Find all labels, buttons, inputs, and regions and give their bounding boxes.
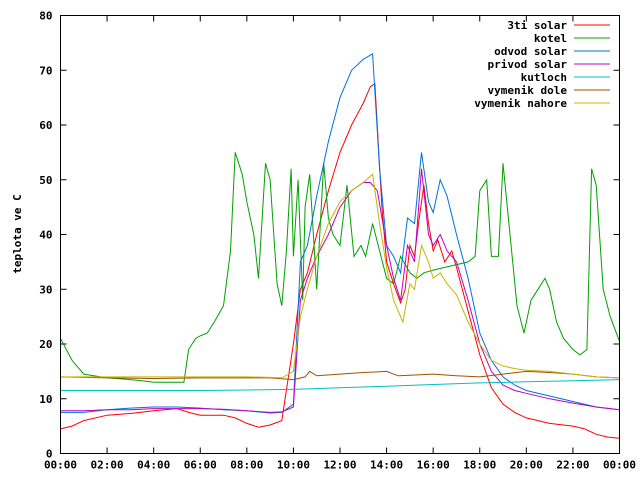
- series-line-privod-solar: [60, 168, 620, 413]
- x-tick-label: 12:00: [323, 459, 356, 472]
- y-tick-label: 60: [39, 119, 52, 132]
- y-tick-label: 20: [39, 338, 52, 351]
- legend-label: vymenik nahore: [474, 97, 567, 110]
- y-axis-ticks: 0 10 20 30 40 50 60 70 80: [39, 10, 620, 461]
- x-tick-label: 16:00: [417, 459, 450, 472]
- y-tick-label: 50: [39, 174, 52, 187]
- series-line-vymenik-dole: [60, 370, 620, 381]
- legend-label: kutloch: [521, 71, 567, 84]
- x-tick-label: 18:00: [463, 459, 496, 472]
- x-tick-label: 00:00: [603, 459, 636, 472]
- y-tick-label: 30: [39, 283, 52, 296]
- x-tick-label: 04:00: [137, 459, 170, 472]
- legend-label: privod solar: [488, 58, 568, 71]
- series-line-kotel: [60, 152, 620, 383]
- y-tick-label: 10: [39, 393, 52, 406]
- y-tick-label: 80: [39, 10, 52, 23]
- x-tick-label: 00:00: [44, 459, 77, 472]
- y-tick-label: 70: [39, 64, 52, 77]
- series-line-vymenik-nahore: [60, 173, 620, 379]
- legend-label: vymenik dole: [488, 84, 568, 97]
- x-tick-label: 14:00: [370, 459, 403, 472]
- x-tick-label: 20:00: [510, 459, 543, 472]
- y-tick-label: 40: [39, 229, 52, 242]
- legend-label: odvod solar: [494, 45, 567, 58]
- y-tick-label: 0: [46, 448, 53, 461]
- legend-label: kotel: [534, 32, 567, 45]
- legend-label: 3ti solar: [507, 19, 567, 32]
- y-axis-label: teplota ve C: [11, 194, 24, 273]
- series-line-kutloch: [60, 379, 620, 391]
- x-axis-ticks: 00:00 02:00 04:00 06:00 08:00 10:00 12:00 14:00…: [44, 15, 636, 472]
- x-tick-label: 08:00: [230, 459, 263, 472]
- series-lines: [60, 52, 620, 439]
- x-tick-label: 22:00: [556, 459, 589, 472]
- x-tick-label: 10:00: [277, 459, 310, 472]
- x-tick-label: 02:00: [91, 459, 124, 472]
- x-tick-label: 06:00: [184, 459, 217, 472]
- plot-border: [60, 15, 620, 454]
